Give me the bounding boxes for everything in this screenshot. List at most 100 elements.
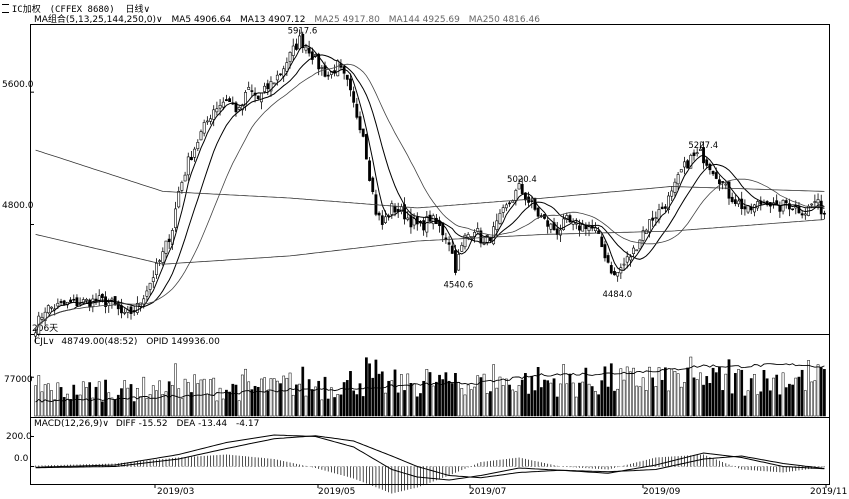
- open-interest-line: [35, 363, 825, 403]
- volume-bar: [384, 392, 387, 417]
- candle: [463, 234, 467, 248]
- candle: [355, 103, 359, 118]
- volume-bar: [791, 384, 794, 417]
- volume-bar: [676, 373, 680, 417]
- volume-bar: [240, 374, 244, 417]
- candle: [393, 205, 397, 213]
- candle: [240, 104, 244, 111]
- volume-bar: [568, 373, 572, 417]
- candle: [151, 277, 155, 282]
- volume-bar: [107, 392, 111, 417]
- ma25-value: MA25 4917.80: [314, 15, 380, 25]
- candle: [504, 204, 508, 209]
- volume-bar: [479, 377, 483, 417]
- volume-bar: [148, 394, 152, 417]
- volume-bar: [654, 386, 658, 417]
- candle: [269, 81, 273, 92]
- ma13-value: MA13 4907.12: [240, 15, 306, 25]
- candle: [469, 236, 473, 238]
- volume-indicator-selector[interactable]: CJL∨: [34, 337, 55, 347]
- volume-bar: [762, 369, 766, 417]
- volume-bar: [180, 398, 184, 417]
- volume-bar: [600, 380, 604, 417]
- volume-bar: [753, 374, 756, 417]
- candle: [225, 99, 228, 102]
- candle: [209, 118, 212, 122]
- volume-bar: [104, 379, 107, 417]
- volume-bar: [772, 377, 775, 417]
- candle: [193, 148, 197, 158]
- macd-indicator-selector[interactable]: MACD(12,26,9)∨: [34, 419, 109, 429]
- volume-bar: [648, 366, 651, 417]
- candle: [358, 116, 362, 131]
- candle: [613, 271, 616, 276]
- ma-indicator-selector[interactable]: MA组合(5,13,25,144,250,0)∨: [34, 15, 163, 25]
- volume-bar: [549, 382, 553, 417]
- volume-bar: [393, 369, 397, 417]
- volume-bar: [705, 376, 709, 417]
- candle: [275, 74, 279, 81]
- volume-bar: [501, 385, 505, 417]
- candle: [202, 122, 206, 134]
- candle: [546, 220, 550, 227]
- volume-bar: [358, 383, 362, 417]
- candle: [784, 200, 788, 204]
- volume-bar: [285, 377, 289, 417]
- volume-bar: [256, 386, 260, 417]
- volume-bar: [431, 385, 435, 417]
- candle: [288, 52, 292, 63]
- title-bar: IC加权 (CFFEX 8680) 日线∨: [2, 3, 150, 16]
- volume-bar: [46, 383, 50, 417]
- volume-bar: [632, 367, 635, 417]
- candle: [161, 251, 165, 263]
- candle: [616, 272, 620, 277]
- volume-bar: [183, 378, 187, 417]
- price-annotation: 4540.6: [443, 280, 473, 290]
- candle: [164, 240, 168, 254]
- volume-bar: [651, 377, 655, 417]
- candle: [695, 152, 699, 155]
- candle: [81, 299, 85, 304]
- macd-diff-value: DIFF -15.52: [115, 419, 168, 429]
- volume-bar: [552, 378, 556, 417]
- volume-bar: [819, 367, 823, 417]
- ma25-line: [35, 63, 825, 333]
- volume-bar: [492, 364, 495, 417]
- candle: [625, 256, 629, 263]
- candle: [199, 131, 203, 141]
- candle: [250, 90, 254, 92]
- volume-bar: [301, 366, 305, 417]
- candle: [593, 227, 597, 232]
- chevron-down-icon: ∨: [155, 15, 163, 25]
- volume-bar: [164, 391, 168, 417]
- volume-bar: [167, 381, 171, 417]
- chevron-down-icon: ∨: [102, 419, 109, 429]
- volume-bar: [613, 390, 616, 417]
- volume-bar: [460, 388, 464, 417]
- macd-dea-line: [35, 435, 825, 479]
- candle: [797, 206, 801, 214]
- volume-bar: [132, 401, 136, 417]
- volume-bar: [463, 394, 467, 417]
- candle: [377, 212, 381, 216]
- ma-legend: MA组合(5,13,25,144,250,0)∨ MA5 4906.64 MA1…: [34, 15, 540, 26]
- candle: [686, 160, 690, 169]
- candle: [721, 181, 725, 183]
- volume-bar: [702, 384, 705, 417]
- volume-bar: [520, 379, 524, 417]
- volume-bar: [282, 375, 286, 417]
- candle: [380, 215, 384, 225]
- candle: [466, 234, 470, 238]
- candle: [148, 282, 152, 290]
- volume-bar: [377, 373, 381, 417]
- ma250-value: MA250 4816.46: [468, 15, 540, 25]
- menu-icon[interactable]: [2, 4, 9, 13]
- volume-bar: [333, 397, 336, 417]
- volume-bar: [555, 396, 559, 417]
- volume-bar: [530, 375, 534, 417]
- period-selector[interactable]: 日线∨: [126, 5, 151, 15]
- candle: [180, 182, 184, 191]
- volume-bar: [724, 373, 728, 417]
- candle: [221, 101, 225, 108]
